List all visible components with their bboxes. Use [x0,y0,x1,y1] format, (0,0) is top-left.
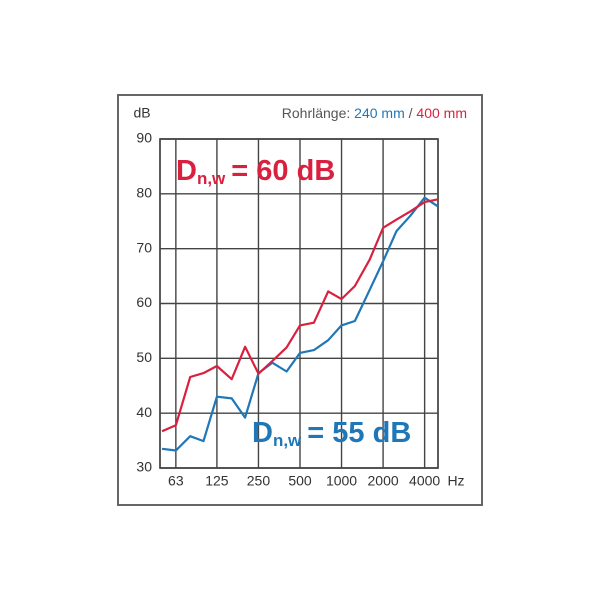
legend-separator: / [409,105,413,121]
annotation-symbol: D [176,155,197,187]
y-tick-label: 70 [136,239,152,255]
legend-entry: 400 mm [416,105,467,121]
y-tick-label: 40 [136,404,152,420]
y-tick-label: 30 [136,459,152,475]
annotation-text: = 60 dB [231,155,335,187]
line [161,196,439,452]
x-tick-label: 500 [288,473,312,489]
x-tick-label: 2000 [368,473,399,489]
x-tick-label: 125 [205,473,229,489]
legend: Rohrlänge: 240 mm / 400 mm [282,105,467,121]
x-tick-label: 1000 [326,473,357,489]
y-tick-label: 50 [136,349,152,365]
annotation-text: = 55 dB [307,417,411,449]
y-tick-label: 80 [136,185,152,201]
x-tick-label: 4000 [409,473,440,489]
annotation-symbol: D [252,417,273,449]
annotation-subscript: n,w [273,431,302,450]
x-tick-label: 63 [168,473,184,489]
y-tick-label: 90 [136,130,152,146]
legend-title: Rohrlänge: [282,105,351,121]
x-axis-label: Hz [447,473,464,489]
line [161,198,439,433]
y-tick-label: 60 [136,294,152,310]
annotation-subscript: n,w [197,169,226,188]
annotation: Dn,w = 55 dB [252,417,411,451]
annotation: Dn,w = 60 dB [176,155,335,189]
y-axis-label: dB [133,105,150,121]
frame [117,94,483,506]
legend-entry: 240 mm [354,105,405,121]
x-tick-label: 250 [247,473,271,489]
